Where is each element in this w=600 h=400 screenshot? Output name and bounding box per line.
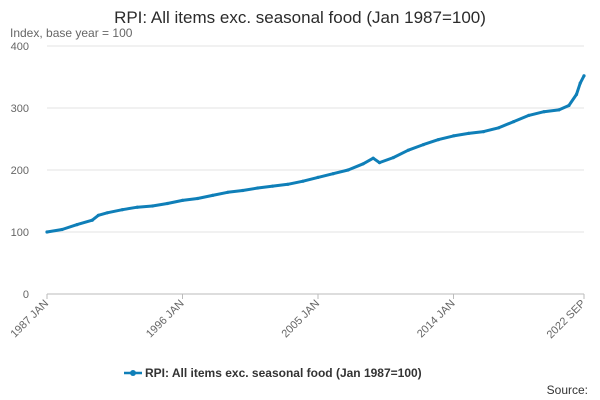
- y-tick-label: 200: [11, 165, 29, 177]
- data-point[interactable]: [578, 81, 582, 85]
- y-tick-label: 400: [11, 41, 29, 53]
- data-point[interactable]: [90, 218, 94, 222]
- y-tick-label: 100: [11, 227, 29, 239]
- data-point[interactable]: [96, 213, 100, 217]
- data-point[interactable]: [497, 126, 501, 130]
- data-point[interactable]: [45, 230, 49, 234]
- data-point[interactable]: [271, 184, 275, 188]
- data-point[interactable]: [241, 188, 245, 193]
- data-point[interactable]: [120, 208, 124, 212]
- data-point[interactable]: [421, 143, 425, 147]
- data-point[interactable]: [391, 156, 395, 160]
- legend-marker-icon: [130, 370, 136, 376]
- y-axis-ticks: 0 100 200 300 400: [11, 41, 29, 301]
- data-point[interactable]: [105, 211, 109, 215]
- data-point[interactable]: [180, 198, 185, 202]
- data-point[interactable]: [361, 162, 365, 166]
- data-point[interactable]: [377, 161, 382, 165]
- data-point[interactable]: [542, 110, 546, 114]
- data-point[interactable]: [557, 108, 561, 112]
- data-point[interactable]: [406, 148, 410, 152]
- x-tick-label: 1987 JAN: [8, 298, 51, 341]
- source-label[interactable]: Source:: [547, 383, 588, 397]
- data-point[interactable]: [331, 172, 335, 176]
- legend-label: RPI: All items exc. seasonal food (Jan 1…: [145, 366, 422, 380]
- x-tick-label: 1996 JAN: [144, 298, 187, 341]
- y-axis-label: Index, base year = 100: [10, 26, 133, 40]
- legend[interactable]: RPI: All items exc. seasonal food (Jan 1…: [124, 366, 422, 380]
- data-point[interactable]: [60, 227, 64, 232]
- x-axis: 1987 JAN 1996 JAN 2005 JAN 2014 JAN 2022 SEP: [8, 293, 589, 342]
- data-point[interactable]: [196, 196, 200, 201]
- series-line[interactable]: [45, 74, 586, 234]
- data-point[interactable]: [150, 204, 154, 208]
- data-point[interactable]: [467, 131, 471, 135]
- data-point[interactable]: [316, 175, 320, 179]
- data-point[interactable]: [346, 168, 350, 172]
- series-layer: [45, 74, 586, 234]
- data-point[interactable]: [211, 193, 215, 197]
- y-tick-label: 0: [23, 289, 29, 301]
- data-point[interactable]: [527, 113, 531, 117]
- data-point[interactable]: [135, 205, 139, 209]
- x-tick-label: 2014 JAN: [415, 298, 458, 341]
- data-point[interactable]: [75, 223, 79, 227]
- data-point[interactable]: [482, 130, 486, 134]
- gridlines: [47, 45, 584, 233]
- data-point[interactable]: [451, 134, 456, 138]
- data-point[interactable]: [371, 156, 375, 160]
- data-point[interactable]: [582, 74, 586, 78]
- data-point[interactable]: [436, 138, 441, 142]
- data-point[interactable]: [256, 186, 260, 190]
- data-point[interactable]: [226, 190, 230, 194]
- x-tick-label: 2022 SEP: [545, 298, 589, 342]
- data-point[interactable]: [165, 201, 169, 206]
- data-point[interactable]: [574, 92, 579, 96]
- y-tick-label: 300: [11, 103, 29, 115]
- data-point[interactable]: [286, 182, 290, 186]
- x-tick-label: 2005 JAN: [279, 298, 322, 341]
- data-point[interactable]: [567, 103, 571, 108]
- data-point[interactable]: [512, 120, 516, 124]
- chart-title: RPI: All items exc. seasonal food (Jan 1…: [114, 8, 486, 27]
- data-point[interactable]: [301, 179, 305, 183]
